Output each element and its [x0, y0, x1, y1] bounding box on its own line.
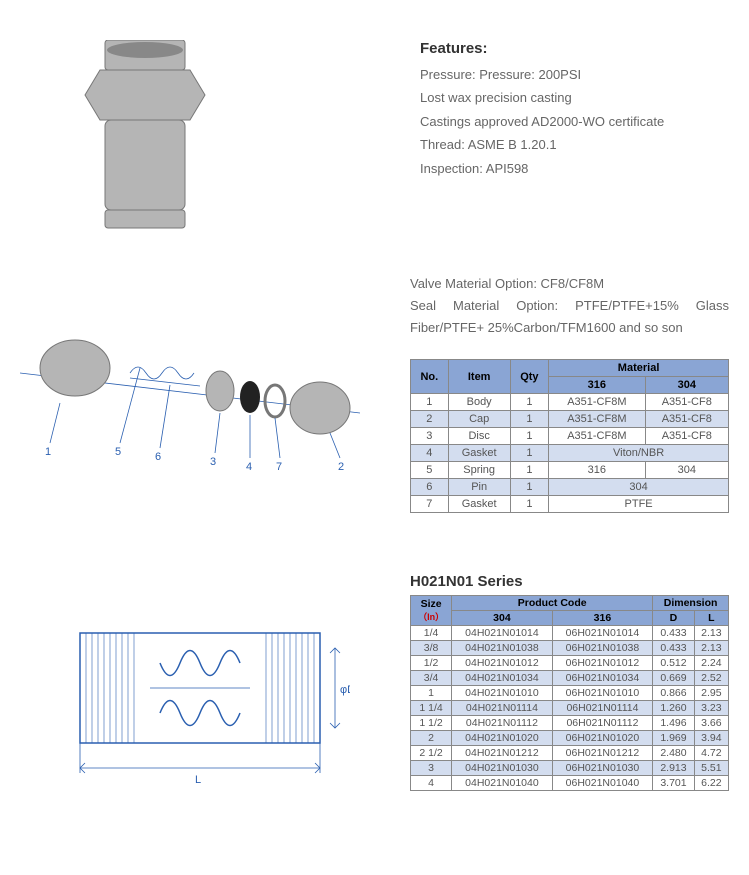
series-h-l: L	[694, 611, 728, 626]
series-row: 1/404H021N0101406H021N010140.4332.13	[411, 626, 729, 641]
bom-row: 2Cap1A351-CF8MA351-CF8	[411, 411, 729, 428]
series-h-code: Product Code	[452, 596, 653, 611]
bom-table: No. Item Qty Material 316 304 1Body1A351…	[410, 359, 729, 513]
bom-row: 5Spring1316304	[411, 462, 729, 479]
bom-h-304: 304	[645, 377, 728, 394]
series-row: 3/804H021N0103806H021N010380.4332.13	[411, 641, 729, 656]
dimension-drawing: φD L	[20, 573, 350, 806]
svg-text:L: L	[195, 774, 201, 786]
bom-h-material: Material	[549, 360, 729, 377]
series-title: H021N01 Series	[410, 573, 729, 590]
feature-line: Lost wax precision casting	[420, 86, 709, 109]
bom-row: 6Pin1304	[411, 479, 729, 496]
series-row: 1/204H021N0101206H021N010120.5122.24	[411, 656, 729, 671]
series-h-304: 304	[452, 611, 553, 626]
section-series: φD L H021N01 Series Size（In） Product Cod…	[0, 513, 749, 806]
svg-text:6: 6	[155, 451, 161, 463]
valve-material-option: Valve Material Option: CF8/CF8M	[410, 273, 729, 295]
svg-text:5: 5	[115, 446, 121, 458]
feature-line: Inspection: API598	[420, 157, 709, 180]
svg-text:1: 1	[45, 446, 51, 458]
bom-h-qty: Qty	[510, 360, 549, 394]
svg-text:7: 7	[276, 461, 282, 473]
series-row: 304H021N0103006H021N010302.9135.51	[411, 761, 729, 776]
bom-h-item: Item	[448, 360, 510, 394]
bom-row: 4Gasket1Viton/NBR	[411, 445, 729, 462]
series-row: 104H021N0101006H021N010100.8662.95	[411, 686, 729, 701]
bom-row: 7Gasket1PTFE	[411, 496, 729, 513]
product-photo	[70, 40, 220, 233]
series-h-size: Size（In）	[411, 596, 452, 626]
bom-row: 3Disc1A351-CF8MA351-CF8	[411, 428, 729, 445]
section-features: Features: Pressure: Pressure: 200PSILost…	[0, 0, 749, 233]
series-h-dim: Dimension	[653, 596, 729, 611]
series-row: 1 1/404H021N0111406H021N011141.2603.23	[411, 701, 729, 716]
seal-material-option: Seal Material Option: PTFE/PTFE+15% Glas…	[410, 295, 729, 339]
series-row: 3/404H021N0103406H021N010340.6692.52	[411, 671, 729, 686]
feature-line: Pressure: Pressure: 200PSI	[420, 63, 709, 86]
bom-h-316: 316	[549, 377, 645, 394]
feature-line: Castings approved AD2000-WO certificate	[420, 110, 709, 133]
bom-h-no: No.	[411, 360, 449, 394]
section-bom: 1 5 6 3 4 7 2 Valve Material Option: CF8…	[0, 233, 749, 513]
svg-text:4: 4	[246, 461, 252, 473]
svg-text:3: 3	[210, 456, 216, 468]
bom-row: 1Body1A351-CF8MA351-CF8	[411, 394, 729, 411]
series-row: 204H021N0102006H021N010201.9693.94	[411, 731, 729, 746]
series-row: 1 1/204H021N0111206H021N011121.4963.66	[411, 716, 729, 731]
feature-line: Thread: ASME B 1.20.1	[420, 133, 709, 156]
features-block: Features: Pressure: Pressure: 200PSILost…	[420, 40, 709, 233]
series-h-316: 316	[552, 611, 653, 626]
series-h-d: D	[653, 611, 695, 626]
svg-text:2: 2	[338, 461, 344, 473]
series-row: 404H021N0104006H021N010403.7016.22	[411, 776, 729, 791]
exploded-view: 1 5 6 3 4 7 2	[20, 273, 360, 513]
series-row: 2 1/204H021N0121206H021N012122.4804.72	[411, 746, 729, 761]
features-title: Features:	[420, 40, 709, 57]
svg-text:φD: φD	[340, 684, 350, 696]
series-table: Size（In） Product Code Dimension 304 316 …	[410, 595, 729, 791]
